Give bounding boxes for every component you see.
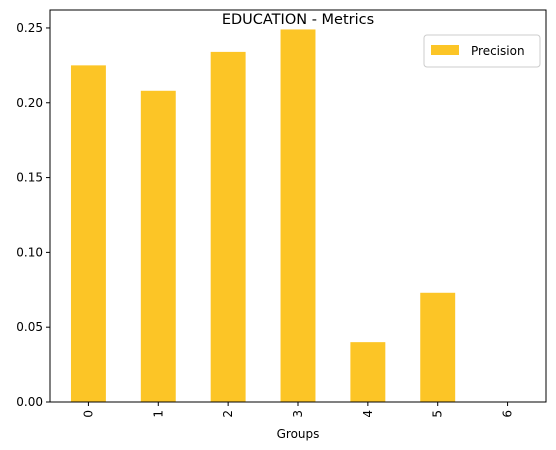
legend-frame: [423, 34, 541, 68]
legend-swatch-precision: [431, 45, 459, 55]
bar-4: [350, 342, 386, 402]
bar-1: [140, 90, 176, 402]
y-tick-label: 0.10: [16, 245, 43, 259]
x-tick-label: 1: [151, 410, 165, 418]
y-tick-label: 0.20: [16, 96, 43, 110]
bar-3: [280, 29, 316, 402]
legend-label-precision: Precision: [471, 44, 525, 58]
bar-2: [210, 51, 246, 402]
y-axis: 0.00 0.05 0.10 0.15 0.20 0.25: [16, 21, 50, 409]
x-tick-label: 6: [501, 410, 515, 418]
x-tick-label: 4: [361, 410, 375, 418]
y-tick-label: 0.15: [16, 171, 43, 185]
x-tick-label: 3: [291, 410, 305, 418]
legend: Precision: [423, 34, 541, 68]
y-tick-label: 0.25: [16, 21, 43, 35]
x-axis-label: Groups: [277, 427, 320, 441]
chart-title: EDUCATION - Metrics: [222, 12, 374, 28]
x-tick-label: 5: [431, 410, 445, 418]
bars-layer: [70, 29, 456, 403]
y-tick-label: 0.00: [16, 395, 43, 409]
bar-5: [420, 292, 456, 402]
bar-0: [70, 65, 106, 403]
y-tick-label: 0.05: [16, 320, 43, 334]
x-tick-label: 0: [81, 410, 95, 418]
plot-frame: [49, 9, 547, 403]
x-tick-label: 2: [221, 410, 235, 418]
x-axis: 0 1 2 3 4 5 6: [81, 402, 515, 418]
